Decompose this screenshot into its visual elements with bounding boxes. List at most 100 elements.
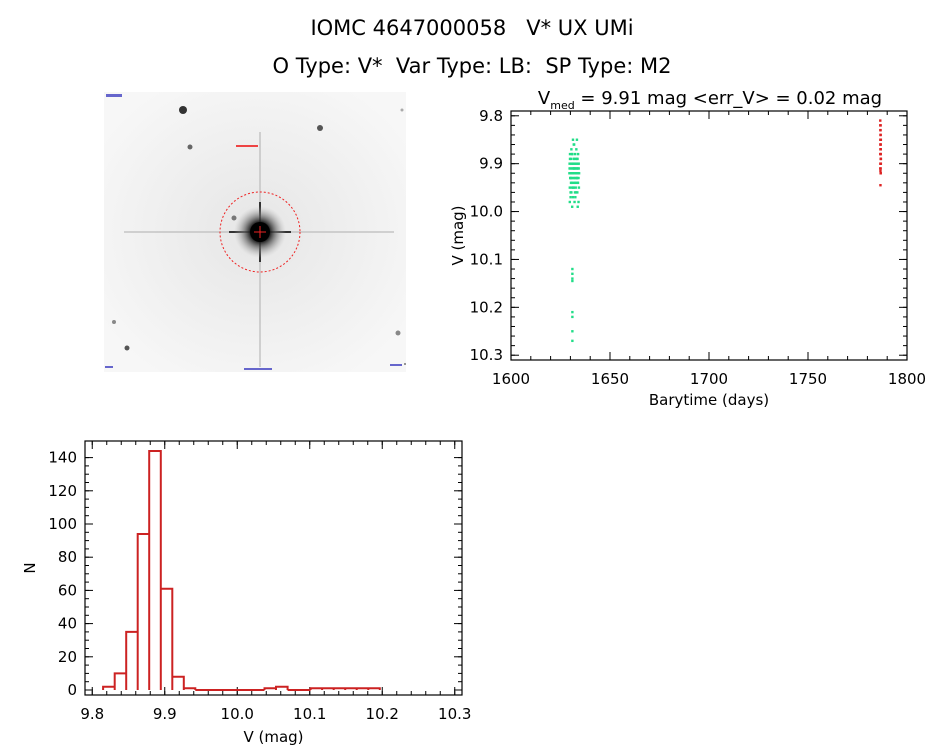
x-tick-label: 10.0 <box>221 705 254 723</box>
data-point <box>574 186 577 189</box>
data-point <box>575 148 578 151</box>
title-prefix: V <box>538 88 551 109</box>
x-tick-label: 10.3 <box>438 705 471 723</box>
x-tick-label: 1800 <box>888 370 926 388</box>
data-point <box>879 152 882 156</box>
light-curve-ticks: 1600 1650 1700 1750 1800 9.8 9.9 10.0 10.1 10.2 10… <box>470 107 927 388</box>
y-tick-label: 10.1 <box>470 250 503 268</box>
data-point <box>571 339 574 343</box>
data-point <box>571 267 574 271</box>
data-point <box>879 167 882 170</box>
data-point <box>572 143 575 146</box>
data-point <box>576 172 579 175</box>
field-star <box>124 345 130 351</box>
data-point <box>574 172 577 175</box>
data-point <box>879 143 882 146</box>
data-point <box>571 152 574 156</box>
data-point <box>571 172 574 175</box>
field-star <box>395 330 401 336</box>
data-point <box>879 157 883 161</box>
x-tick-label: 10.2 <box>366 705 399 723</box>
data-point <box>571 277 574 280</box>
data-point <box>570 186 574 189</box>
data-point <box>569 176 573 180</box>
data-point <box>879 162 882 165</box>
data-point <box>576 181 580 185</box>
y-tick-label: 9.8 <box>479 107 503 125</box>
data-point <box>571 138 575 141</box>
data-point <box>569 191 572 194</box>
data-point <box>574 172 578 175</box>
data-point <box>576 176 579 180</box>
x-tick-label: 1600 <box>492 370 530 388</box>
title-subscript: med <box>550 99 574 112</box>
y-tick-label: 10.3 <box>470 346 503 364</box>
x-tick-label: 1750 <box>789 370 827 388</box>
data-point <box>576 205 579 208</box>
data-point <box>577 186 581 189</box>
sky-image-panel <box>104 92 413 372</box>
data-point <box>576 181 580 185</box>
histogram-ticks: 9.8 9.9 10.0 10.1 10.2 10.3 0 20 40 60 80 100 120 140 <box>48 441 471 723</box>
histogram-frame <box>84 440 463 696</box>
data-point <box>570 176 573 180</box>
data-point <box>879 128 882 132</box>
field-star <box>112 320 116 324</box>
data-point <box>575 162 578 165</box>
data-point <box>571 195 575 199</box>
y-tick-label: 80 <box>58 548 77 566</box>
data-point <box>570 162 573 165</box>
data-point <box>571 186 575 189</box>
data-point <box>879 124 882 127</box>
data-point <box>571 330 574 333</box>
data-point <box>573 162 576 165</box>
data-point <box>879 143 882 146</box>
data-point <box>568 200 572 204</box>
y-tick-label: 9.9 <box>479 155 503 173</box>
data-point <box>572 176 576 180</box>
data-point <box>879 138 882 141</box>
y-tick-label: 60 <box>58 581 77 599</box>
data-point <box>573 191 577 194</box>
data-point <box>570 191 573 194</box>
data-point <box>577 176 580 180</box>
data-point <box>574 191 578 194</box>
y-tick-label: 0 <box>67 681 77 699</box>
data-point <box>879 148 882 151</box>
data-point <box>569 181 573 185</box>
data-point <box>568 157 572 161</box>
chart-title-line-1: IOMC 4647000058 V* UX UMi <box>310 16 634 40</box>
image-label-mark <box>106 94 122 97</box>
data-point <box>576 191 579 194</box>
data-point <box>577 162 580 165</box>
data-point <box>568 186 572 189</box>
data-point <box>569 167 572 170</box>
data-point <box>575 167 578 170</box>
data-point <box>879 157 882 161</box>
sky-image <box>104 92 413 372</box>
data-point <box>574 157 578 161</box>
data-point <box>879 148 882 151</box>
data-point <box>575 157 579 161</box>
light-curve-y-label: V (mag) <box>449 205 467 265</box>
data-point <box>574 172 577 175</box>
data-point <box>572 167 576 170</box>
histogram-x-label: V (mag) <box>243 728 303 746</box>
data-point <box>879 184 882 187</box>
data-point <box>571 172 574 175</box>
light-curve-x-label: Barytime (days) <box>649 391 769 409</box>
y-tick-label: 120 <box>48 482 77 500</box>
data-point <box>569 172 573 175</box>
data-point <box>572 186 575 189</box>
data-point <box>573 157 576 161</box>
data-point <box>879 148 882 151</box>
data-point <box>577 167 580 170</box>
data-point <box>879 152 882 156</box>
data-point <box>576 172 579 175</box>
field-star <box>187 144 193 150</box>
field-star <box>231 215 237 221</box>
data-point <box>569 176 572 180</box>
x-tick-label: 10.1 <box>293 705 326 723</box>
data-point <box>573 200 576 204</box>
x-tick-label: 9.9 <box>153 705 177 723</box>
